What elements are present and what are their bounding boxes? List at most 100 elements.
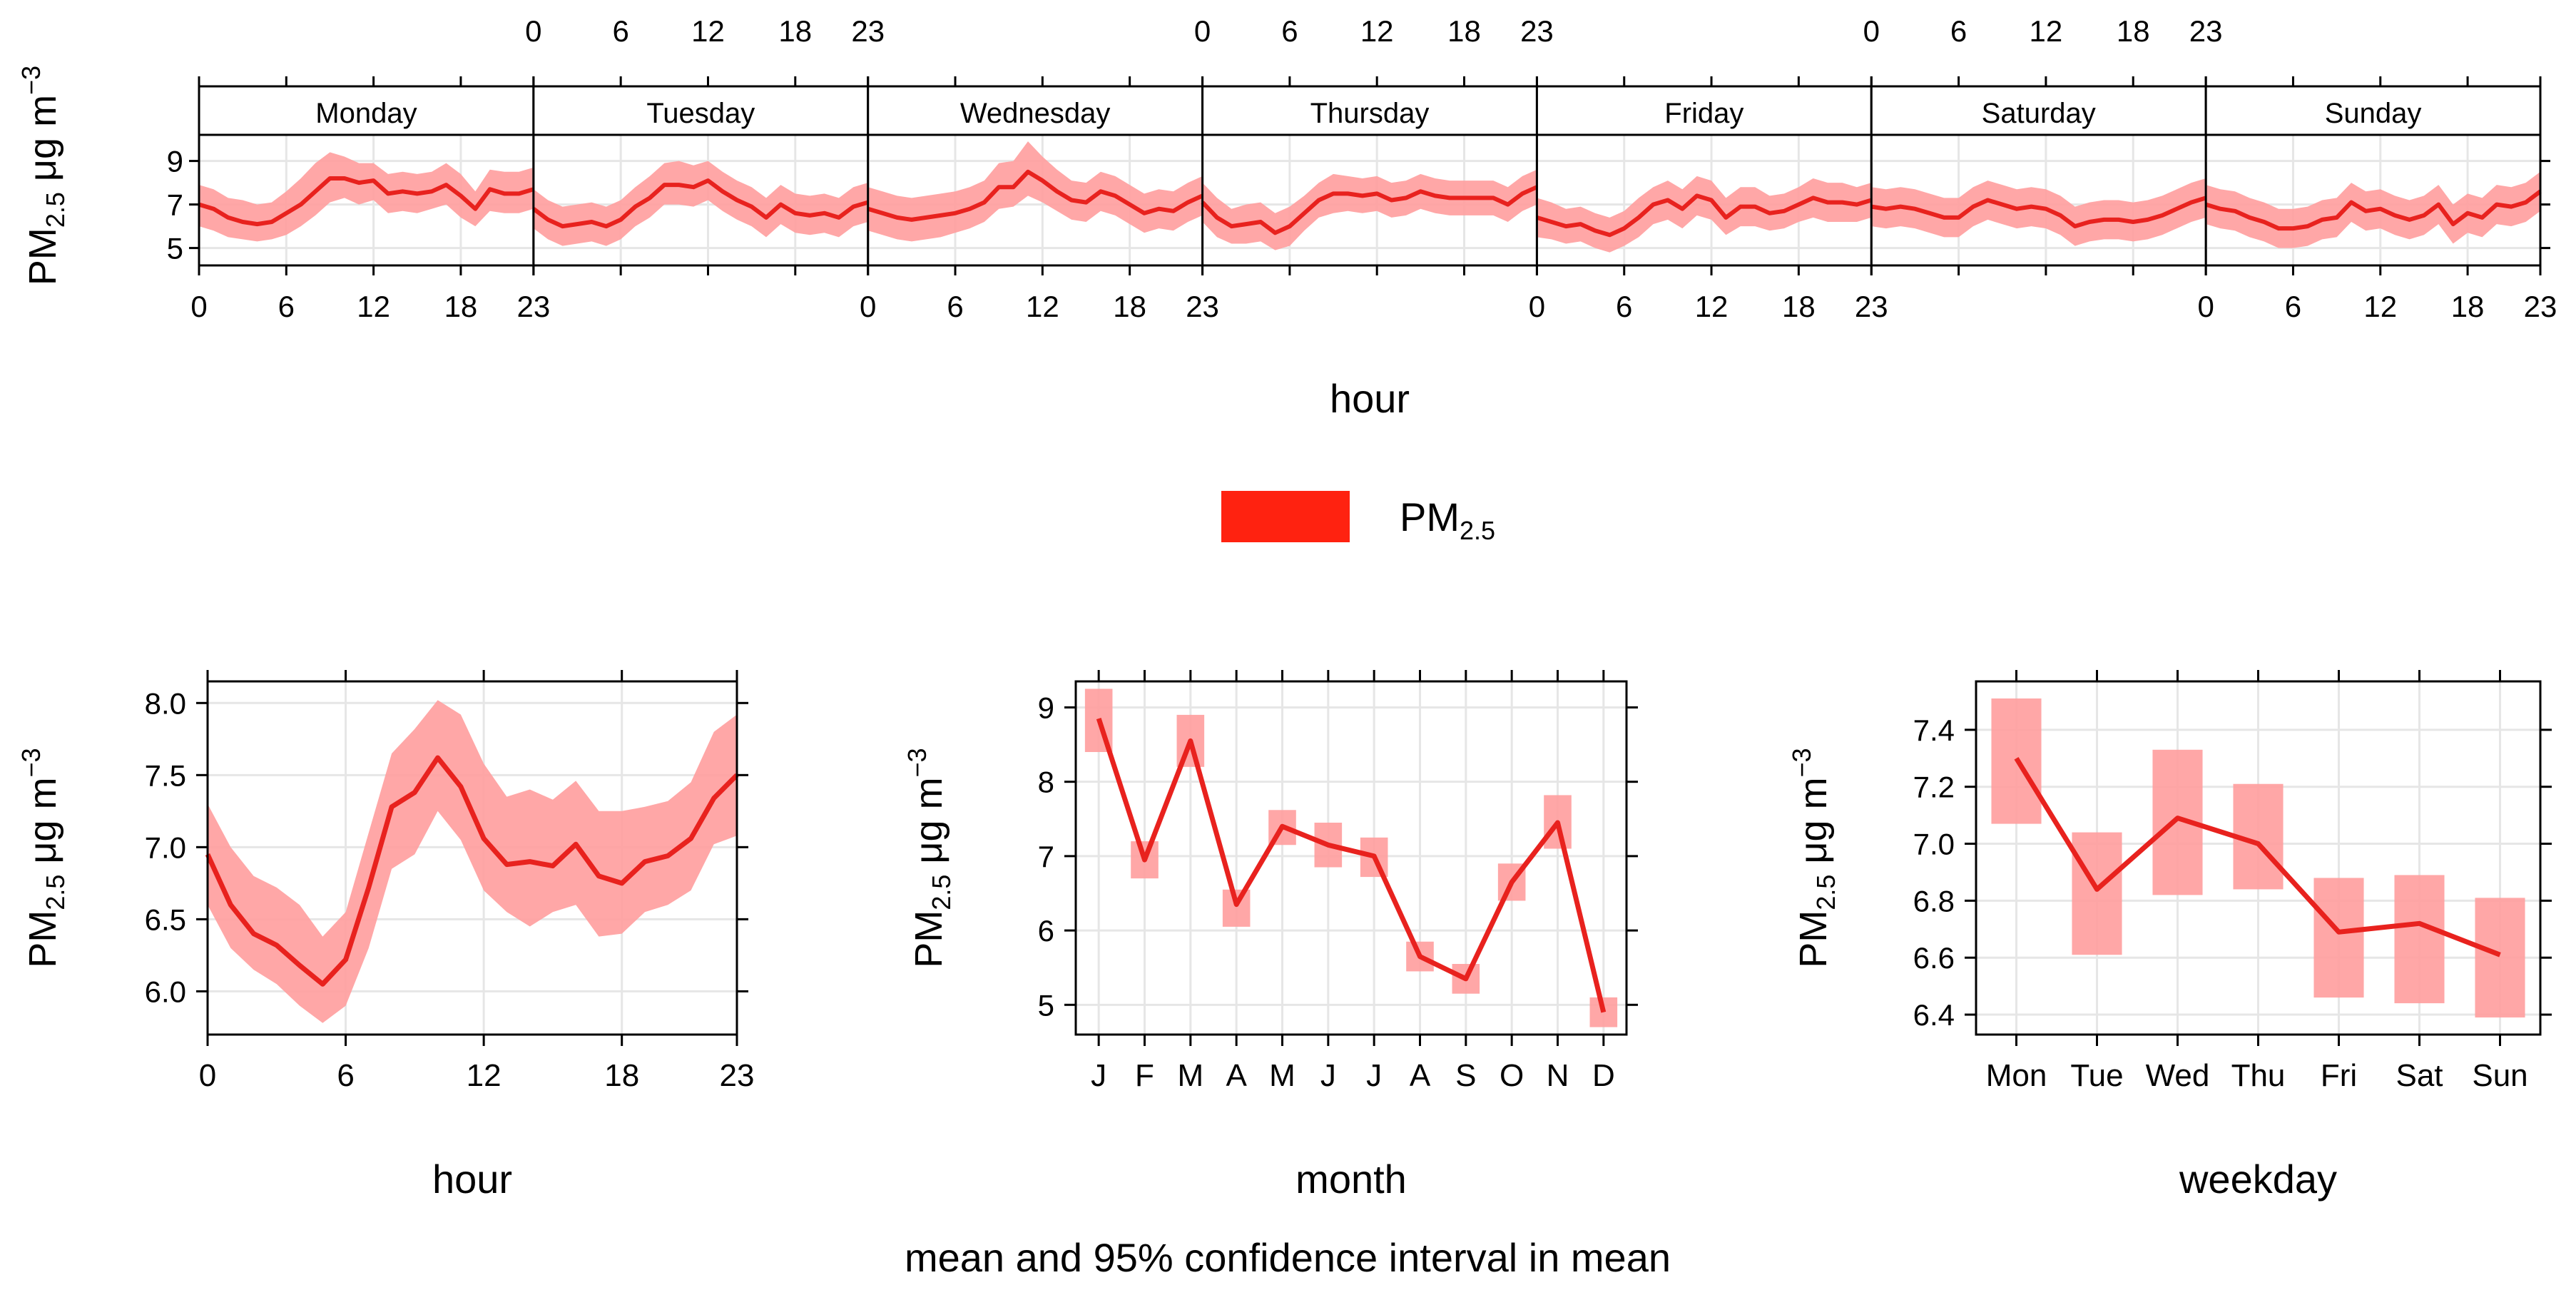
tick-label: 7.0 [1913, 828, 1955, 861]
axis-title: hour [432, 1157, 512, 1202]
tick-label: 7 [1038, 840, 1054, 873]
weekday-chart: Mon Tue Wed Thu Fri Sat Sun 6.4 6.6 6.8 7.0 7.2 7.4 w… [1787, 670, 2552, 1202]
panel-friday: Friday 0 6 12 18 23 [1529, 76, 1888, 323]
mean-line [2205, 189, 2542, 231]
tick-label: 18 [1113, 290, 1146, 323]
panel-saturday: Saturday 0 6 12 18 23 [1863, 14, 2223, 275]
tick-label: 6.4 [1913, 998, 1955, 1032]
tick-label: 9 [167, 145, 183, 178]
panel-frame [1074, 680, 1628, 1036]
tick-label: 7.0 [145, 831, 186, 864]
tick-label: 0 [1863, 14, 1880, 48]
tick-label: A [1226, 1058, 1247, 1093]
tick-label: 6.0 [145, 975, 186, 1008]
tick-label: 12 [1695, 290, 1729, 323]
tick-label: 18 [1447, 14, 1481, 48]
tick-label: 5 [1038, 988, 1054, 1022]
tick-label: 0 [199, 1058, 216, 1093]
tick-label: D [1592, 1058, 1615, 1093]
tick-label: 18 [2117, 14, 2150, 48]
tick-label: 6.8 [1913, 884, 1955, 918]
tick-label: 6 [2285, 290, 2301, 323]
tick-label: 7.5 [145, 758, 186, 792]
tick-label: M [1178, 1058, 1204, 1093]
mean-line [2014, 756, 2501, 958]
tick-label: 6 [1038, 914, 1054, 948]
tick-label: 23 [1855, 290, 1888, 323]
mean-line [867, 169, 1203, 222]
panel-frame [2204, 133, 2542, 267]
tick-label: F [1135, 1058, 1154, 1093]
confidence-band [199, 152, 534, 242]
tick-label: 6 [947, 290, 963, 323]
mean-line [532, 178, 869, 229]
strip-label: Thursday [1310, 98, 1430, 129]
tick-label: 23 [2524, 290, 2557, 323]
tick-label: Thu [2231, 1058, 2286, 1093]
tick-label: 0 [190, 290, 207, 323]
tick-label: 23 [1186, 290, 1219, 323]
strip [2204, 85, 2542, 136]
panel-tuesday: Tuesday 0 6 12 18 23 [525, 14, 885, 275]
confidence-bar [2313, 878, 2364, 998]
tick-label: 7 [167, 188, 183, 222]
tick-label: J [1320, 1058, 1336, 1093]
legend-label: PM2.5 [1400, 494, 1495, 545]
tick-label: 6.6 [1913, 941, 1955, 975]
mean-line [1201, 185, 1538, 235]
panel-frame [206, 680, 738, 1036]
strip-label: Friday [1664, 98, 1743, 129]
axis-title: PM2.5 μg m−3 [16, 66, 70, 285]
tick-label: 12 [691, 14, 725, 48]
tick-label: 23 [720, 1058, 755, 1093]
confidence-band [1202, 169, 1537, 250]
axis-title: PM2.5 μg m−3 [16, 748, 70, 968]
tick-label: Fri [2321, 1058, 2357, 1093]
tick-label: 18 [444, 290, 478, 323]
tick-label: 23 [851, 14, 885, 48]
confidence-band [867, 141, 1203, 242]
legend: PM2.5 [1221, 491, 1495, 545]
tick-label: 8.0 [145, 686, 186, 720]
weekly-hourly-chart: Monday 0 6 12 18 23 Tuesday 0 6 12 18 23 Wednesday 0 6… [16, 14, 2557, 421]
tick-label: 8 [1038, 766, 1054, 799]
tick-label: Mon [1986, 1058, 2047, 1093]
confidence-bar [2072, 832, 2122, 955]
confidence-band [1871, 178, 2206, 246]
tick-label: Tue [2070, 1058, 2123, 1093]
confidence-bar [2475, 898, 2525, 1018]
panel-sunday: Sunday 0 6 12 18 23 [2197, 76, 2557, 323]
footer-caption: mean and 95% confidence interval in mean [905, 1235, 1671, 1280]
strip [532, 85, 870, 136]
strip-label: Sunday [2325, 98, 2422, 129]
strip [867, 85, 1204, 136]
tick-label: Sat [2396, 1058, 2443, 1093]
panel-monday: Monday 0 6 12 18 23 [190, 76, 550, 323]
tick-label: 12 [1360, 14, 1394, 48]
strip-label: Tuesday [646, 98, 755, 129]
tick-label: 6 [1616, 290, 1632, 323]
axis-title: weekday [2179, 1157, 2337, 1202]
legend-swatch [1221, 491, 1350, 542]
tick-label: 0 [1529, 290, 1545, 323]
axis-title: PM2.5 μg m−3 [1787, 748, 1841, 968]
tick-label: 18 [2451, 290, 2485, 323]
axis-title: hour [1330, 376, 1410, 421]
mean-line [1096, 718, 1607, 1013]
tick-label: 18 [604, 1058, 639, 1093]
tick-label: 6 [1950, 14, 1967, 48]
tick-label: 6.5 [145, 903, 186, 936]
tick-label: 6 [612, 14, 628, 48]
tick-label: 0 [525, 14, 541, 48]
mean-line [205, 755, 739, 987]
confidence-band [533, 161, 868, 246]
tick-label: Sun [2472, 1058, 2527, 1093]
tick-label: N [1547, 1058, 1569, 1093]
tick-label: 6 [337, 1058, 354, 1093]
panel-thursday: Thursday 0 6 12 18 23 [1194, 14, 1554, 275]
tick-label: 18 [1782, 290, 1816, 323]
tick-label: 0 [2197, 290, 2214, 323]
tick-label: 23 [1520, 14, 1554, 48]
tick-label: 12 [2030, 14, 2063, 48]
